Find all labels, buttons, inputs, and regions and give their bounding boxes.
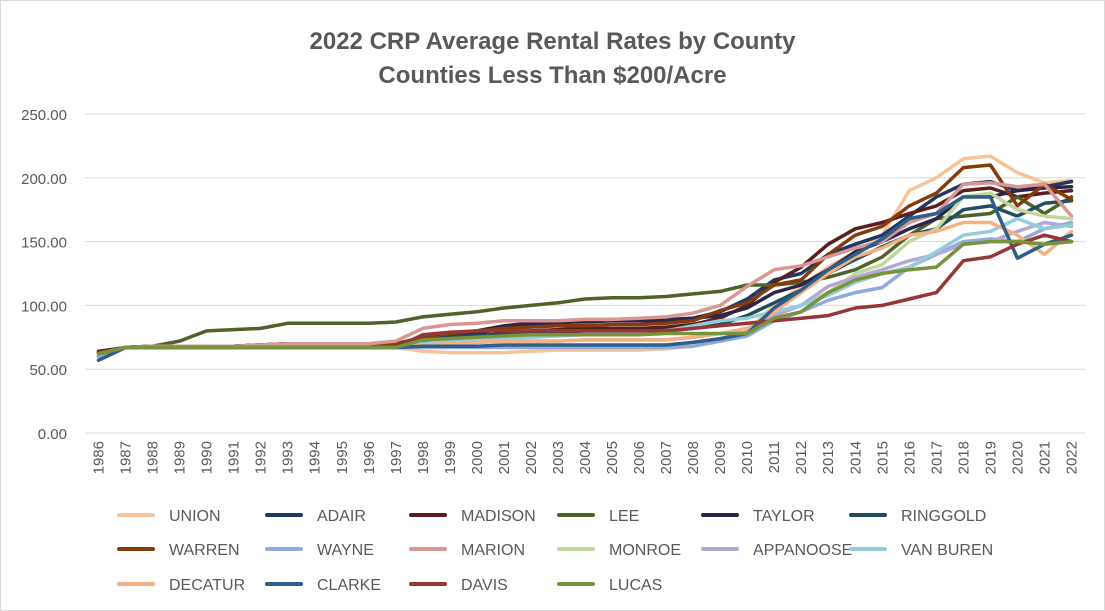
x-tick-label: 1999 <box>442 441 459 474</box>
x-tick-label: 2001 <box>496 441 513 474</box>
y-tick-label: 200.00 <box>21 171 67 188</box>
x-tick-label: 2004 <box>577 441 594 474</box>
x-tick-label: 1998 <box>415 441 432 474</box>
x-tick-label: 2008 <box>685 441 702 474</box>
x-tick-label: 2019 <box>982 441 999 474</box>
x-tick-label: 2021 <box>1036 441 1053 474</box>
x-tick-label: 1987 <box>118 441 135 474</box>
x-tick-label: 1995 <box>334 441 351 474</box>
legend-label-union: UNION <box>169 508 221 525</box>
series-line-lucas <box>96 239 1074 356</box>
x-tick-label: 2013 <box>820 441 837 474</box>
x-tick-label: 2020 <box>1009 441 1026 474</box>
y-tick-label: 50.00 <box>29 362 67 379</box>
x-tick-label: 2014 <box>847 441 864 474</box>
x-tick-label: 1988 <box>145 441 162 474</box>
x-tick-label: 2009 <box>712 441 729 474</box>
legend-label-monroe: MONROE <box>609 542 681 559</box>
series-line-marion <box>96 181 1074 356</box>
x-tick-label: 2006 <box>631 441 648 474</box>
legend-label-lee: LEE <box>609 508 639 525</box>
legend-label-ringgold: RINGGOLD <box>901 508 986 525</box>
legend-label-adair: ADAIR <box>317 508 366 525</box>
y-tick-label: 250.00 <box>21 107 67 124</box>
x-tick-label: 2002 <box>523 441 540 474</box>
legend-label-appanoose: APPANOOSE <box>753 542 852 559</box>
x-tick-label: 2022 <box>1063 441 1080 474</box>
legend-label-davis: DAVIS <box>461 577 508 594</box>
legend-label-warren: WARREN <box>169 542 240 559</box>
x-tick-label: 2005 <box>604 441 621 474</box>
x-tick-label: 1989 <box>172 441 189 474</box>
x-tick-label: 2011 <box>766 441 783 473</box>
legend-label-wayne: WAYNE <box>317 542 374 559</box>
x-tick-label: 1994 <box>307 441 324 474</box>
x-tick-label: 2016 <box>901 441 918 474</box>
x-tick-label: 2017 <box>928 441 945 474</box>
x-tick-label: 1992 <box>253 441 270 474</box>
x-tick-label: 2000 <box>469 441 486 474</box>
y-tick-label: 150.00 <box>21 235 67 252</box>
legend-label-clarke: CLARKE <box>317 577 381 594</box>
x-tick-label: 2010 <box>739 441 756 474</box>
legend-label-van-buren: VAN BUREN <box>901 542 993 559</box>
chart-title: 2022 CRP Average Rental Rates by County <box>309 28 796 55</box>
y-tick-label: 100.00 <box>21 298 67 315</box>
x-tick-label: 2015 <box>874 441 891 474</box>
legend-label-lucas: LUCAS <box>609 577 662 594</box>
x-tick-label: 2007 <box>658 441 675 474</box>
x-tick-label: 1990 <box>199 441 216 474</box>
x-tick-label: 1997 <box>388 441 405 474</box>
legend-label-marion: MARION <box>461 542 525 559</box>
chart-subtitle: Counties Less Than $200/Acre <box>378 62 727 89</box>
x-tick-label: 2003 <box>550 441 567 474</box>
x-tick-label: 2018 <box>955 441 972 474</box>
x-tick-label: 1991 <box>226 441 243 474</box>
x-tick-label: 2012 <box>793 441 810 474</box>
legend-label-decatur: DECATUR <box>169 577 245 594</box>
y-tick-label: 0.00 <box>38 426 67 443</box>
x-tick-label: 1986 <box>91 441 108 474</box>
legend-label-taylor: TAYLOR <box>753 508 815 525</box>
x-tick-label: 1993 <box>280 441 297 474</box>
chart-title-block: 2022 CRP Average Rental Rates by County … <box>1 25 1104 93</box>
x-tick-label: 1996 <box>361 441 378 474</box>
legend-label-madison: MADISON <box>461 508 536 525</box>
